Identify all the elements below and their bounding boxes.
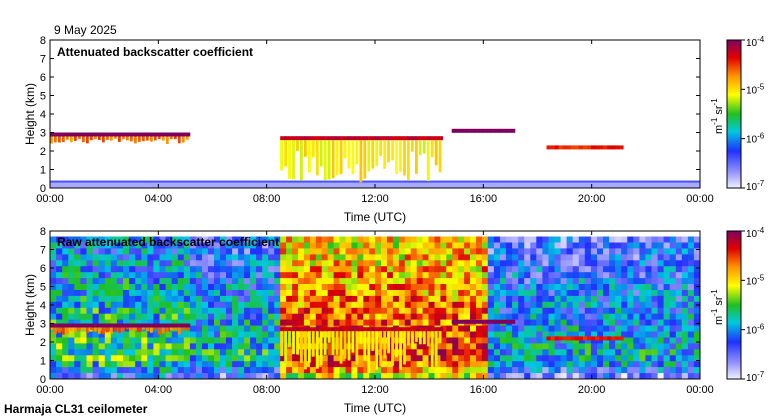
colorbar-tick-label: 10-6 — [746, 132, 765, 146]
y-axis-label: Height (km) — [23, 83, 37, 145]
noise-background-mark — [487, 236, 701, 380]
x-tick-label: 12:00 — [361, 193, 389, 205]
y-tick-label: 5 — [40, 91, 46, 103]
y-axis: 0 1 2 3 4 5 6 7 8 — [40, 35, 700, 195]
noise-background-mark — [189, 236, 281, 380]
cloud-layer-mark — [451, 128, 516, 133]
colorbar-bottom: 10-4 10-5 10-6 10-7 m-1 sr-1 — [710, 226, 765, 384]
cloud-layer-mark — [280, 327, 444, 373]
y-tick-label: 7 — [40, 54, 46, 66]
heatmap-layer — [50, 236, 701, 380]
y-tick-label: 3 — [40, 319, 46, 331]
colorbar-tick-label: 10-5 — [746, 82, 765, 96]
y-tick-label: 5 — [40, 282, 46, 294]
panel-title: Attenuated backscatter coefficient — [57, 45, 253, 59]
x-tick-label: 00:00 — [36, 384, 64, 396]
cloud-layer-mark — [50, 132, 191, 144]
cloud-layer-mark — [50, 323, 191, 335]
y-axis-label: Height (km) — [23, 274, 37, 336]
date-label: 9 May 2025 — [54, 23, 117, 37]
y-tick-label: 1 — [40, 165, 46, 177]
raw-backscatter-panel: Raw attenuated backscatter coefficient 0… — [23, 226, 714, 415]
noise-background-mark — [50, 236, 191, 380]
x-axis-label: Time (UTC) — [344, 401, 406, 415]
colorbar-unit: m-1 sr-1 — [710, 289, 725, 325]
colorbar-tick-label: 10-7 — [746, 370, 765, 384]
y-tick-label: 7 — [40, 245, 46, 257]
x-tick-label: 00:00 — [686, 384, 714, 396]
colorbar-tick-label: 10-4 — [746, 35, 765, 49]
plot-area — [50, 40, 700, 188]
x-tick-label: 16:00 — [470, 384, 498, 396]
x-tick-label: 08:00 — [253, 193, 281, 205]
y-tick-label: 1 — [40, 356, 46, 368]
y-tick-label: 6 — [40, 263, 46, 275]
colorbar-gradient — [726, 230, 742, 380]
y-tick-label: 0 — [40, 183, 46, 195]
x-tick-label: 00:00 — [36, 193, 64, 205]
cloud-layer-mark — [546, 145, 624, 150]
y-tick-label: 4 — [40, 109, 46, 121]
x-tick-label: 16:00 — [470, 193, 498, 205]
cloud-layer-mark — [280, 136, 444, 183]
panel-title: Raw attenuated backscatter coefficient — [57, 235, 279, 249]
cloud-layer-mark — [451, 319, 516, 324]
x-tick-label: 20:00 — [578, 384, 606, 396]
noise-background-mark — [280, 236, 489, 380]
x-tick-label: 08:00 — [253, 384, 281, 396]
y-tick-label: 2 — [40, 337, 46, 349]
attenuated-backscatter-panel: Attenuated backscatter coefficient 00:00… — [23, 35, 714, 224]
y-tick-label: 6 — [40, 72, 46, 84]
cloud-layer-mark — [546, 336, 624, 341]
colorbar-tick-label: 10-5 — [746, 273, 765, 287]
colorbar-top: 10-4 10-5 10-6 10-7 m-1 sr-1 — [710, 35, 765, 193]
x-tick-label: 20:00 — [578, 193, 606, 205]
colorbar-ticks: 10-4 10-5 10-6 10-7 — [741, 35, 765, 193]
x-tick-label: 00:00 — [686, 193, 714, 205]
y-tick-label: 3 — [40, 128, 46, 140]
colorbar-tick-label: 10-4 — [746, 226, 765, 240]
y-tick-label: 0 — [40, 374, 46, 386]
colorbar-gradient — [726, 39, 742, 189]
instrument-label: Harmaja CL31 ceilometer — [4, 402, 148, 416]
colorbar-ticks: 10-4 10-5 10-6 10-7 — [741, 226, 765, 384]
x-tick-label: 04:00 — [145, 193, 173, 205]
x-axis: 00:00 04:00 08:00 12:00 16:00 20:00 00:00 — [36, 231, 714, 396]
colorbar-tick-label: 10-6 — [746, 323, 765, 337]
x-axis: 00:00 04:00 08:00 12:00 16:00 20:00 00:00 — [36, 40, 714, 205]
y-tick-label: 4 — [40, 300, 46, 312]
x-tick-label: 12:00 — [361, 384, 389, 396]
colorbar-tick-label: 10-7 — [746, 179, 765, 193]
y-axis: 0 1 2 3 4 5 6 7 8 — [40, 226, 700, 386]
x-axis-label: Time (UTC) — [344, 210, 406, 224]
y-tick-label: 2 — [40, 146, 46, 158]
y-tick-label: 8 — [40, 35, 46, 47]
colorbar-unit: m-1 sr-1 — [710, 98, 725, 134]
y-tick-label: 8 — [40, 226, 46, 238]
x-tick-label: 04:00 — [145, 384, 173, 396]
